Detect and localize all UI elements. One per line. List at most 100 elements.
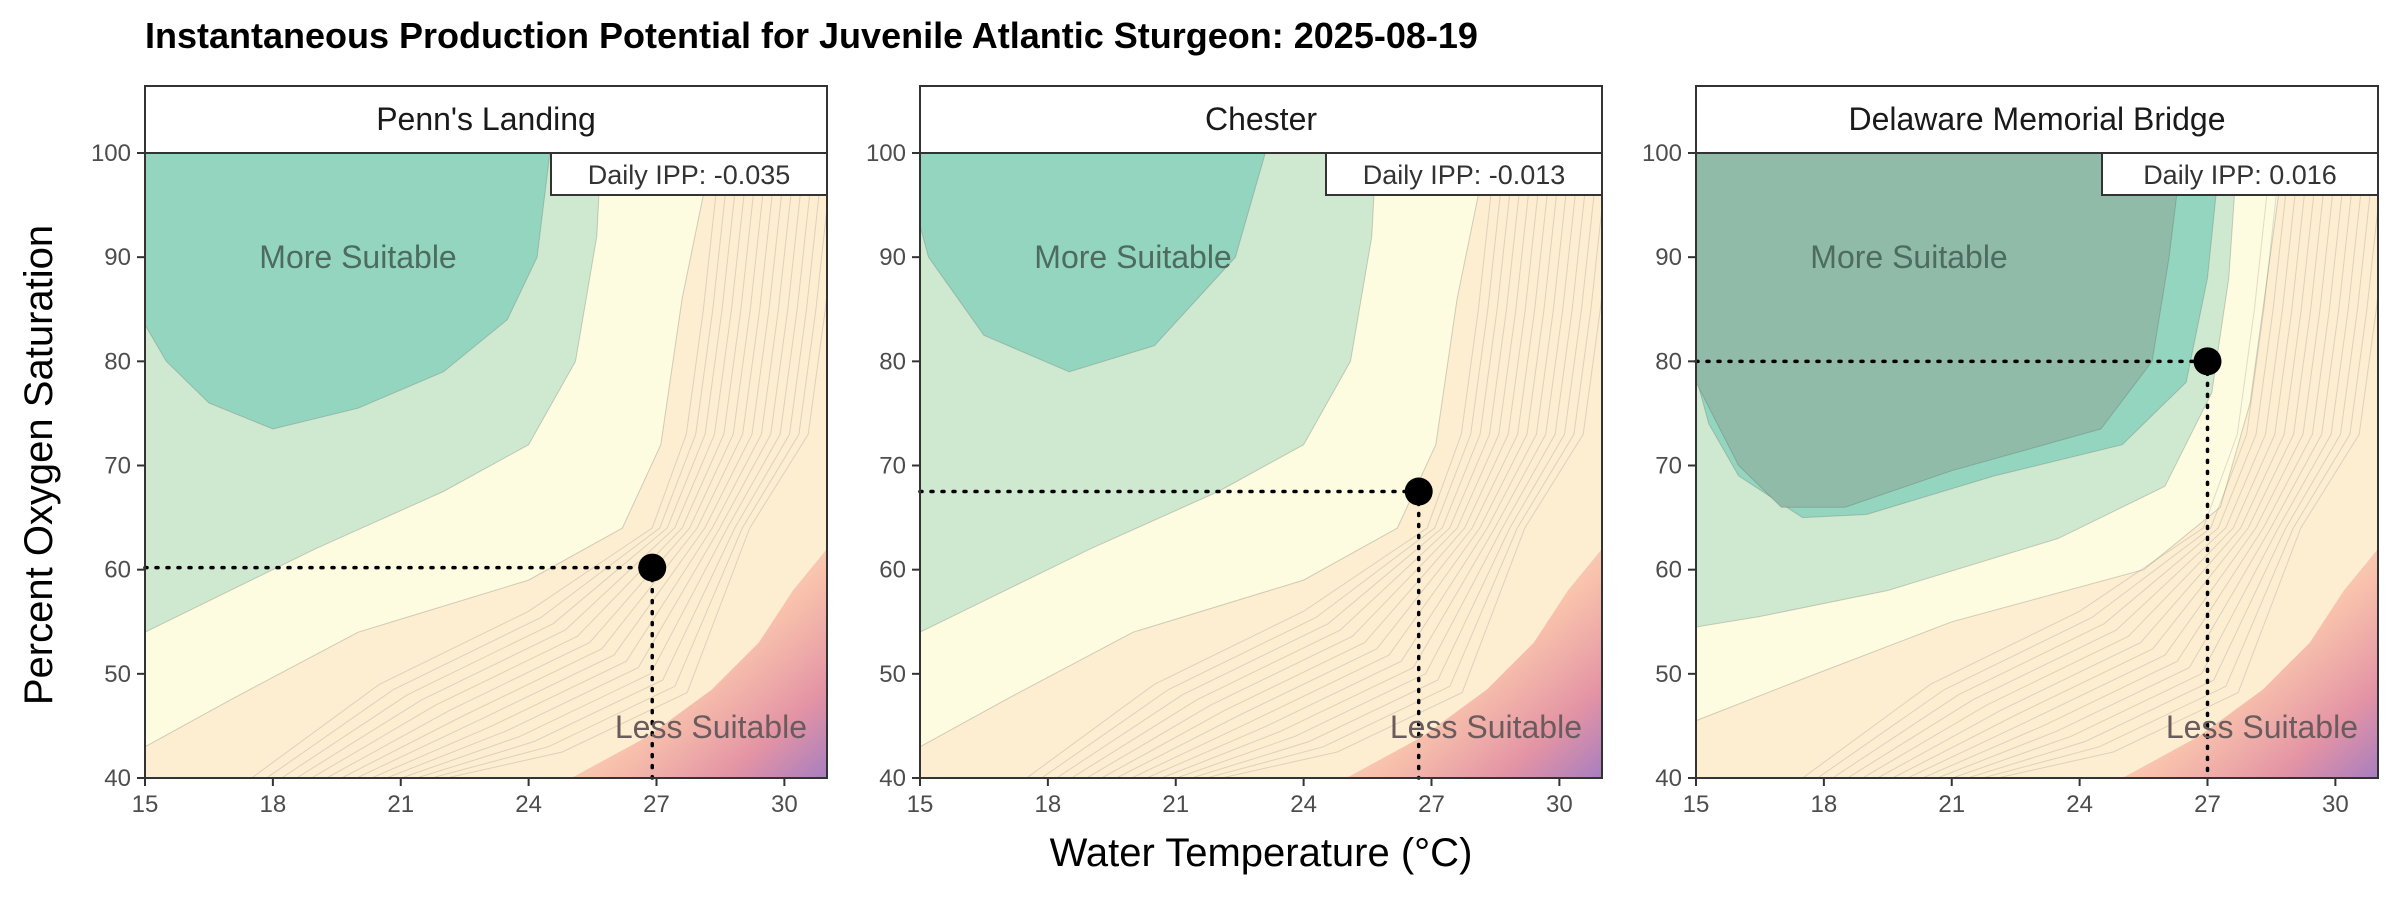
x-tick-label: 24	[1290, 791, 1317, 818]
y-tick-label: 70	[1655, 453, 1682, 480]
contour-line	[296, 153, 750, 778]
x-tick-label: 18	[260, 791, 287, 818]
contour-line	[1817, 153, 2282, 778]
y-tick-label: 100	[866, 140, 906, 167]
observation-point	[2193, 347, 2222, 376]
x-tick-label: 15	[1683, 791, 1710, 818]
contour-line	[431, 203, 827, 778]
contour-band-least-suitable	[571, 548, 827, 778]
y-tick-label: 40	[104, 765, 131, 792]
y-tick-label: 100	[91, 140, 131, 167]
x-tick-label: 27	[1418, 791, 1445, 818]
contour-line	[1862, 153, 2310, 778]
y-tick-label: 50	[1655, 661, 1682, 688]
contour-line	[1907, 153, 2338, 778]
contour-lines	[1026, 153, 1602, 778]
contour-line	[1056, 153, 1515, 778]
x-tick-label: 24	[515, 791, 542, 818]
y-tick-label: 80	[1655, 348, 1682, 375]
ipp-label: Daily IPP: -0.013	[1363, 160, 1566, 190]
ipp-box	[1325, 152, 1603, 196]
y-tick-label: 70	[104, 453, 131, 480]
contour-line	[416, 153, 825, 778]
x-axis-label: Water Temperature (°C)	[1050, 831, 1473, 875]
contour-line	[1116, 153, 1553, 778]
panels: Penn's Landing More Suitable Less Suitable…	[91, 85, 2379, 818]
panel-strip-label: Chester	[1205, 101, 1317, 137]
contour-line	[1892, 153, 2329, 778]
contour-line	[1041, 153, 1506, 778]
contour-line	[1997, 289, 2378, 778]
y-tick-label: 60	[104, 557, 131, 584]
x-tick-label: 24	[2066, 791, 2093, 818]
x-tick-label: 15	[132, 791, 159, 818]
contour-line	[341, 153, 778, 778]
contour-line	[266, 153, 731, 778]
panel: Chester More Suitable Less Suitable Daily I…	[866, 85, 1603, 818]
contour-line	[1221, 289, 1602, 778]
y-tick-label: 60	[879, 557, 906, 584]
y-tick-label: 60	[1655, 557, 1682, 584]
less-suitable-label: Less Suitable	[2166, 709, 2358, 745]
contour-line	[1922, 153, 2347, 778]
contour-line	[1952, 153, 2366, 778]
panel: Delaware Memorial Bridge More Suitable Les…	[1642, 85, 2379, 818]
x-tick-label: 30	[1546, 791, 1573, 818]
chart-title: Instantaneous Production Potential for J…	[145, 15, 1478, 56]
x-tick-label: 21	[387, 791, 414, 818]
y-tick-label: 90	[1655, 244, 1682, 271]
contour-line	[1161, 153, 1581, 778]
panel-strip	[1695, 85, 2379, 154]
contour-line	[1967, 153, 2376, 778]
panel-strip-label: Penn's Landing	[376, 101, 596, 137]
x-tick-label: 30	[771, 791, 798, 818]
y-tick-label: 40	[879, 765, 906, 792]
y-axis-label: Percent Oxygen Saturation	[17, 225, 61, 705]
contour-lines	[1802, 153, 2378, 778]
contour-line	[1206, 203, 1602, 778]
contour-line	[326, 153, 768, 778]
more-suitable-label: More Suitable	[1034, 239, 1231, 275]
x-tick-label: 15	[907, 791, 934, 818]
plot-area	[145, 153, 827, 778]
less-suitable-label: Less Suitable	[1390, 709, 1582, 745]
y-tick-label: 50	[879, 661, 906, 688]
y-tick-label: 70	[879, 453, 906, 480]
x-tick-label: 21	[1162, 791, 1189, 818]
contour-line	[1802, 153, 2272, 778]
panel-strip	[144, 85, 828, 154]
y-tick-label: 90	[104, 244, 131, 271]
less-suitable-label: Less Suitable	[615, 709, 807, 745]
contour-line	[281, 153, 740, 778]
contour-line	[371, 153, 796, 778]
contour-line	[1847, 153, 2301, 778]
contour-line	[386, 153, 806, 778]
y-tick-label: 100	[1642, 140, 1682, 167]
contour-line	[1176, 153, 1590, 778]
y-tick-label: 80	[104, 348, 131, 375]
contour-lines	[251, 153, 827, 778]
y-tick-label: 80	[879, 348, 906, 375]
x-tick-label: 27	[2194, 791, 2221, 818]
contour-line	[1071, 153, 1525, 778]
contour-line	[356, 153, 787, 778]
more-suitable-label: More Suitable	[1810, 239, 2007, 275]
plot-area	[920, 153, 1602, 778]
contour-line	[1982, 203, 2378, 778]
contour-band-high	[920, 153, 1266, 373]
x-tick-label: 30	[2322, 791, 2349, 818]
contour-line	[401, 153, 815, 778]
x-tick-label: 18	[1035, 791, 1062, 818]
x-tick-label: 21	[1938, 791, 1965, 818]
x-tick-label: 18	[1811, 791, 1838, 818]
contour-line	[1026, 153, 1496, 778]
contour-line	[1877, 153, 2319, 778]
contour-line	[1832, 153, 2291, 778]
panel-strip-label: Delaware Memorial Bridge	[1848, 101, 2225, 137]
contour-band-high	[145, 153, 551, 430]
contour-line	[1101, 153, 1543, 778]
plot-area	[1696, 153, 2378, 778]
contour-line	[311, 153, 759, 778]
